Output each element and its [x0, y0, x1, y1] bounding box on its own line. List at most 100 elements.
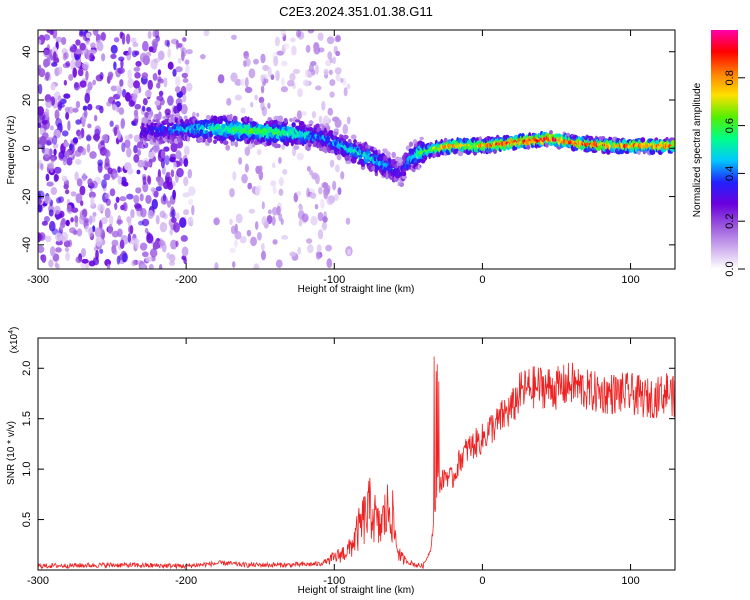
spectrogram-noise-cell [135, 187, 142, 194]
spectrogram-noise-cell [243, 60, 247, 68]
spectrogram-noise-cell [174, 86, 181, 93]
spectrogram-noise-cell [260, 53, 266, 64]
spectrogram-noise-cell [38, 232, 42, 243]
spectrogram-noise-cell [163, 77, 168, 88]
spectrogram-noise-cell [133, 144, 138, 154]
spectrogram-noise-cell [175, 66, 183, 73]
spectrogram-noise-cell [334, 164, 340, 173]
spectrogram-noise-cell [142, 97, 148, 106]
spectrogram-noise-cell [93, 114, 98, 122]
spectrogram-noise-cell [75, 158, 82, 165]
spectrogram-noise-cell [46, 30, 52, 34]
spectrogram-ridge-cell [183, 115, 188, 120]
spectrogram-noise-cell [275, 259, 283, 268]
spectrogram-ridge-cell [401, 175, 408, 179]
snr-y-multiplier: (x104) [8, 327, 20, 354]
spectrogram-noise-cell [157, 76, 162, 83]
spectrogram-noise-cell [153, 190, 159, 198]
spectrogram-noise-cell [175, 240, 179, 247]
spectrogram-noise-cell [327, 107, 334, 116]
spectrogram-noise-cell [65, 251, 70, 261]
spectrogram-noise-cell [253, 58, 259, 65]
spectrogram-noise-cell [58, 103, 65, 108]
spectrogram-noise-cell [54, 262, 59, 268]
spectrogram-noise-cell [74, 220, 79, 228]
spectrogram-noise-cell [81, 258, 89, 264]
spectrogram-noise-cell [231, 34, 237, 40]
spectrogram-noise-cell [160, 157, 165, 169]
spectrogram-noise-cell [87, 81, 93, 91]
spectrogram-noise-cell [110, 85, 118, 92]
colorbar-tick-label: 0.0 [724, 261, 736, 276]
spectrogram-noise-cell [38, 68, 41, 76]
spectrogram-noise-cell [51, 61, 58, 67]
spectrogram-noise-cell [296, 110, 303, 120]
spectrogram-noise-cell [281, 235, 289, 240]
spectrogram-noise-cell [184, 59, 190, 65]
spectrogram-noise-cell [67, 120, 71, 131]
spectrogram-noise-cell [53, 205, 61, 215]
spectrogram-ridge-cell [342, 134, 349, 140]
spectrogram-noise-cell [38, 122, 42, 128]
spectrogram-noise-cell [53, 166, 62, 174]
spectrogram-noise-cell [182, 192, 191, 198]
spectrogram-noise-cell [85, 263, 89, 269]
colorbar: 0.0 0.2 0.4 0.6 0.8 Normalized spectral ampl… [692, 30, 745, 277]
spectrogram-noise-cell [105, 148, 109, 158]
spectrogram-noise-cell [70, 217, 74, 223]
spectrogram-noise-cell [270, 180, 277, 187]
spectrogram-noise-cell [61, 231, 69, 243]
spectrogram-noise-cell [275, 70, 280, 82]
spectrogram-noise-cell [117, 166, 121, 173]
spectrogram-noise-cell [61, 130, 69, 137]
snr-y-ticks: 0.5 1.0 1.5 2.0 [21, 361, 675, 527]
spectrogram-noise-cell [80, 248, 87, 258]
spectrogram-ridge-cell [170, 113, 175, 120]
spectrogram-noise-cell [167, 61, 174, 70]
spectrogram-noise-cell [317, 32, 324, 41]
spectrogram-noise-cell [124, 139, 131, 149]
spectrogram-noise-cell [152, 30, 156, 38]
spectrogram-noise-cell [326, 258, 333, 269]
spectrogram-noise-cell [315, 64, 319, 75]
spectrogram-noise-cell [171, 208, 176, 219]
spectrogram-noise-cell [335, 34, 341, 42]
spectrogram-noise-cell [83, 217, 90, 224]
spectrogram-noise-cell [137, 149, 142, 156]
spectrogram-noise-cell [39, 135, 47, 146]
spectrogram-noise-cell [175, 212, 180, 220]
spectrogram-noise-cell [182, 37, 187, 42]
spectrogram-noise-cell [270, 74, 275, 80]
spectrogram-noise-cell [318, 186, 323, 195]
spectrogram-noise-cell [122, 252, 128, 263]
spectrogram-noise-cell [185, 48, 193, 55]
spectrogram-noise-cell [113, 37, 120, 43]
spectrogram-noise-cell [57, 66, 63, 75]
spectrogram-ridge-cell [265, 120, 269, 125]
spectrogram-noise-cell [64, 189, 70, 195]
spectrogram-noise-cell [169, 254, 176, 263]
spectrogram-noise-cell [104, 157, 110, 167]
spectrogram-noise-cell [175, 151, 181, 159]
spectrogram-noise-cell [133, 109, 139, 117]
spectrogram-noise-cell [130, 209, 135, 219]
spectrogram-noise-cell [45, 72, 50, 81]
spectrogram-noise-cell [332, 180, 337, 191]
spectrogram-noise-cell [38, 202, 42, 213]
spectrogram-noise-cell [46, 181, 54, 187]
spectrogram-noise-cell [155, 176, 161, 182]
spectrogram-noise-cell [180, 85, 187, 96]
spectrogram-noise-cell [296, 152, 304, 161]
y-tick-label: 20 [21, 94, 33, 106]
spectrogram-noise-cell [50, 83, 56, 91]
spectrogram-noise-cell [241, 173, 248, 184]
spectrogram-noise-cell [107, 167, 113, 175]
x-tick-label: -100 [323, 575, 345, 587]
spectrogram-noise-cell [166, 252, 171, 259]
spectrogram-noise-cell [334, 67, 342, 75]
spectrogram-noise-cell [147, 209, 154, 219]
spectrogram-noise-cell [38, 198, 42, 205]
spectrogram-noise-cell [311, 172, 319, 180]
spectrogram-noise-cell [191, 205, 195, 216]
spectrogram-noise-cell [325, 244, 332, 252]
